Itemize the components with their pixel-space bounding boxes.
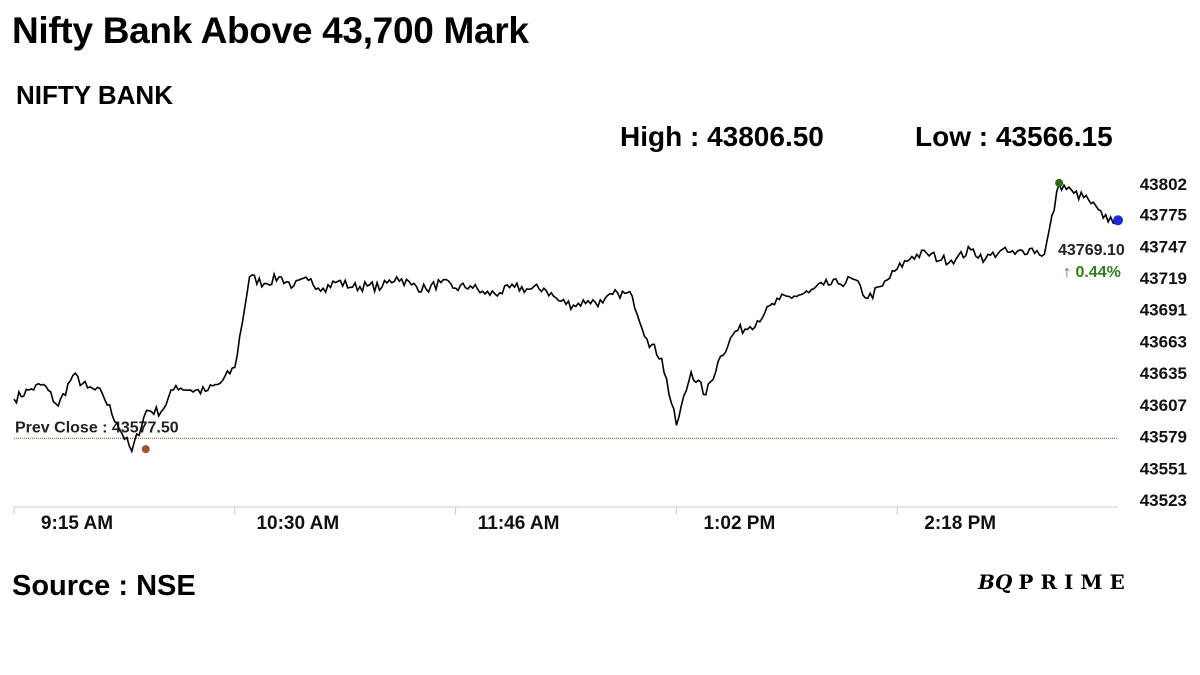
brand-logo: BQ PRIME [978, 570, 1132, 594]
y-tick-label: 43635 [1140, 364, 1187, 383]
x-axis: 9:15 AM 10:30 AM 11:46 AM 1:02 PM 2:18 PM [13, 506, 1118, 534]
chart-title: Nifty Bank Above 43,700 Mark [12, 10, 529, 51]
prev-close-label: Prev Close : 43577.50 [15, 419, 179, 436]
y-axis: 43523 43551 43579 43607 43635 43663 43691 43719… [1140, 175, 1187, 510]
last-price-label: 43769.10 [1058, 242, 1125, 259]
y-tick-label: 43719 [1140, 269, 1187, 288]
source-label: Source : NSE [12, 570, 196, 602]
last-price-marker [1113, 215, 1123, 226]
low-marker [141, 445, 150, 454]
y-tick-label: 43579 [1140, 428, 1187, 447]
x-tick-label: 9:15 AM [41, 513, 113, 534]
y-tick-label: 43802 [1140, 175, 1187, 194]
x-tick-label: 2:18 PM [924, 513, 996, 534]
y-tick-label: 43775 [1140, 206, 1187, 225]
y-tick-label: 43607 [1140, 396, 1187, 415]
chart-subtitle: NIFTY BANK [16, 80, 173, 110]
brand-logo-rest: PRIME [1018, 570, 1132, 594]
change-percent-label: ↑ 0.44% [1063, 264, 1121, 281]
high-marker [1055, 178, 1064, 187]
y-tick-label: 43551 [1140, 459, 1187, 478]
brand-logo-bq: BQ [978, 570, 1013, 594]
price-line [13, 181, 1119, 454]
low-value: Low : 43566.15 [915, 121, 1113, 152]
y-tick-label: 43747 [1140, 237, 1187, 256]
x-tick-label: 11:46 AM [478, 513, 560, 534]
y-tick-label: 43523 [1140, 491, 1187, 510]
x-tick-label: 1:02 PM [703, 513, 775, 534]
high-value: High : 43806.50 [620, 121, 824, 152]
y-tick-label: 43691 [1140, 301, 1187, 320]
y-tick-label: 43663 [1140, 332, 1187, 351]
x-tick-label: 10:30 AM [256, 513, 339, 534]
